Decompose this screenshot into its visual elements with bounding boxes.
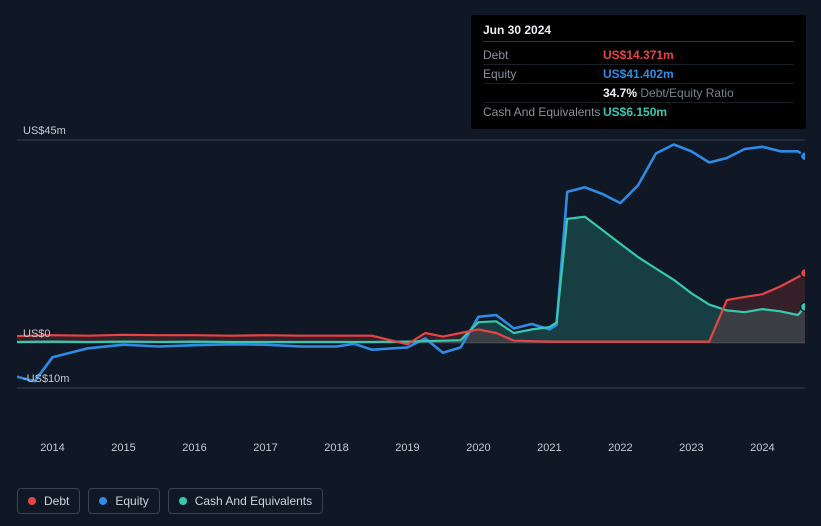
x-axis-label: 2022 [608,442,632,454]
hover-tooltip: Jun 30 2024 DebtUS$14.371mEquityUS$41.40… [471,15,806,129]
tooltip-label: Equity [483,67,603,81]
tooltip-label: Debt [483,48,603,62]
x-axis-label: 2017 [253,442,277,454]
tooltip-date: Jun 30 2024 [483,23,794,42]
legend-item-debt[interactable]: Debt [17,488,80,514]
cash-area [17,217,805,343]
cash-end-marker [801,302,806,311]
tooltip-rows: DebtUS$14.371mEquityUS$41.402m34.7% Debt… [483,46,794,121]
x-axis-label: 2015 [111,442,135,454]
legend-label: Cash And Equivalents [195,494,312,508]
chart-area[interactable]: 2014 2015 2016 2017 2018 2019 2020 2021 2022 2023… [17,120,805,480]
x-axis-label: 2020 [466,442,490,454]
tooltip-value: 34.7% Debt/Equity Ratio [603,86,734,100]
legend-item-cash-and-equivalents[interactable]: Cash And Equivalents [168,488,323,514]
y-axis-label: US$45m [23,125,66,137]
x-axis-label: 2016 [182,442,206,454]
legend: Debt Equity Cash And Equivalents [17,488,323,514]
x-axis-label: 2023 [679,442,703,454]
x-axis-label: 2019 [395,442,419,454]
x-axis-label: 2024 [750,442,774,454]
legend-label: Debt [44,494,69,508]
y-axis-label: -US$10m [23,373,69,385]
tooltip-row: DebtUS$14.371m [483,46,794,65]
legend-swatch [99,497,107,505]
debt-end-marker [801,269,806,278]
y-axis-label: US$0 [23,328,51,340]
legend-label: Equity [115,494,148,508]
tooltip-label: Cash And Equivalents [483,105,603,119]
equity-end-marker [801,152,806,161]
legend-item-equity[interactable]: Equity [88,488,159,514]
tooltip-value: US$6.150m [603,105,667,119]
x-axis-label: 2021 [537,442,561,454]
tooltip-row: 34.7% Debt/Equity Ratio [483,84,794,103]
tooltip-label [483,86,603,100]
equity-line [17,145,805,382]
tooltip-value: US$14.371m [603,48,674,62]
chart-svg [17,120,805,438]
legend-swatch [28,497,36,505]
x-axis-label: 2018 [324,442,348,454]
x-axis-label: 2014 [40,442,64,454]
tooltip-row: EquityUS$41.402m [483,65,794,84]
tooltip-value: US$41.402m [603,67,674,81]
tooltip-row: Cash And EquivalentsUS$6.150m [483,103,794,121]
legend-swatch [179,497,187,505]
